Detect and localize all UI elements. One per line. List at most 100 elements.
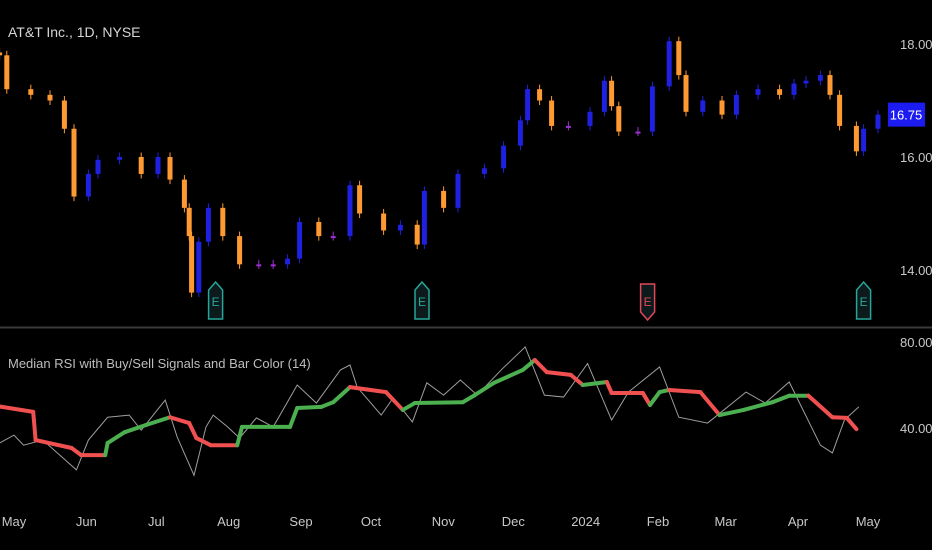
price-axis[interactable]: 14.00 16.00 18.00 16.75 — [888, 37, 932, 278]
candle-body — [237, 236, 243, 265]
time-tick-label: Aug — [217, 514, 240, 529]
earnings-icon — [414, 280, 430, 320]
median-rsi-segment — [103, 441, 110, 458]
median-rsi-segment — [235, 424, 244, 448]
candle-body — [220, 207, 226, 237]
median-rsi-segment — [168, 415, 192, 426]
candle-body — [421, 190, 427, 245]
candle-body — [719, 100, 725, 115]
candle-body — [817, 75, 823, 81]
median-rsi-segment — [288, 406, 300, 429]
candle-body — [117, 157, 123, 160]
candle-body — [565, 125, 571, 128]
median-rsi-segment — [844, 415, 859, 432]
median-rsi-segment — [295, 404, 324, 411]
candle-body — [155, 157, 161, 174]
earnings-marker: E — [639, 283, 656, 322]
price-pane[interactable] — [0, 36, 881, 298]
median-rsi-segment — [384, 390, 405, 412]
median-rsi-segment — [0, 404, 36, 414]
candle-body — [0, 52, 3, 56]
candle-body — [676, 41, 682, 76]
price-tick-label: 18.00 — [900, 37, 932, 52]
candle-body — [683, 75, 689, 112]
median-rsi-segment — [319, 400, 336, 409]
median-rsi-segment — [33, 438, 74, 450]
candle-body — [501, 145, 507, 169]
candle-body — [205, 207, 211, 242]
earnings-marker: E — [855, 280, 872, 320]
earnings-label: E — [418, 295, 426, 309]
candle-body — [71, 128, 77, 197]
indicator-title: Median RSI with Buy/Sell Signals and Bar… — [8, 356, 311, 371]
last-price-label: 16.75 — [890, 108, 923, 123]
candle-body — [186, 207, 192, 237]
candle-body — [481, 168, 487, 174]
median-rsi-segment — [187, 421, 199, 441]
median-rsi-segment — [698, 390, 722, 418]
rsi-axis[interactable]: 40.00 80.00 — [900, 335, 932, 436]
median-rsi-segment — [144, 415, 172, 427]
candle-body — [827, 75, 833, 95]
rsi-pane[interactable] — [0, 346, 860, 477]
median-rsi-segment — [770, 393, 792, 405]
candle-body — [875, 114, 881, 129]
candle-body — [666, 41, 672, 87]
earnings-marker: E — [414, 280, 430, 320]
candle-body — [297, 221, 303, 259]
time-tick-label: Feb — [647, 514, 669, 529]
candle-body — [270, 264, 276, 267]
earnings-label: E — [644, 295, 652, 309]
candle-body — [616, 106, 622, 132]
time-tick-label: Jun — [76, 514, 97, 529]
median-rsi-segment — [122, 422, 148, 435]
earnings-label: E — [860, 295, 868, 309]
rsi-line — [0, 346, 860, 477]
earnings-icon — [207, 280, 224, 320]
median-rsi-segment — [532, 358, 549, 375]
candle-body — [525, 89, 531, 121]
candle-body — [47, 94, 53, 101]
median-rsi-segment — [544, 370, 573, 377]
candle-body — [414, 224, 420, 245]
median-rsi-segment — [348, 385, 388, 395]
candle-body — [196, 241, 202, 293]
earnings-marker: E — [207, 280, 224, 320]
median-rsi-segment — [472, 380, 496, 398]
time-tick-label: May — [856, 514, 881, 529]
candle-body — [803, 80, 809, 84]
earnings-icon — [855, 280, 872, 320]
median-rsi-segment — [194, 436, 213, 448]
candle-body — [861, 128, 867, 152]
candle-body — [635, 131, 641, 134]
median-rsi-segment — [331, 385, 352, 405]
candle-body — [853, 125, 859, 152]
candle-body — [330, 236, 336, 239]
candle-body — [455, 173, 461, 208]
candle-body — [61, 100, 67, 129]
time-axis[interactable]: May Jun Jul Aug Sep Oct Nov Dec 2024 Feb Mar Apr May — [2, 514, 881, 529]
candle-body — [381, 213, 387, 231]
median-rsi-segment — [806, 393, 835, 420]
median-rsi-segment — [667, 387, 703, 395]
median-rsi-segment — [520, 358, 537, 372]
candle-body — [549, 100, 555, 126]
candle-body — [167, 157, 173, 180]
candle-body — [357, 185, 363, 214]
candle-body — [397, 224, 403, 231]
candle-body — [700, 100, 706, 112]
median-rsi-segment — [580, 379, 609, 387]
median-rsi-segment — [400, 401, 417, 412]
median-rsi-segment — [830, 415, 849, 420]
rsi-tick-label: 40.00 — [900, 421, 932, 436]
median-rsi-segment — [741, 400, 775, 412]
candle-body — [537, 89, 543, 101]
time-tick-label: Mar — [714, 514, 737, 529]
time-tick-label: Dec — [502, 514, 526, 529]
price-tick-label: 16.00 — [900, 150, 932, 165]
candle-body — [837, 94, 843, 126]
earnings-label: E — [212, 295, 220, 309]
candle-body — [755, 89, 761, 95]
